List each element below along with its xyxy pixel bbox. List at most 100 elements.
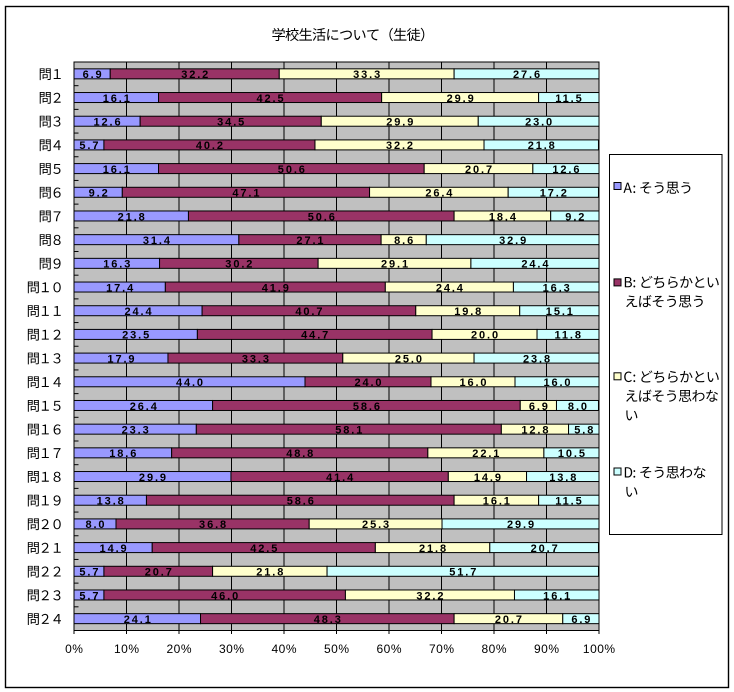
- svg-text:5.7: 5.7: [79, 590, 100, 602]
- svg-text:27.6: 27.6: [513, 69, 542, 81]
- svg-text:24.4: 24.4: [521, 259, 550, 271]
- svg-text:17.2: 17.2: [540, 188, 569, 200]
- svg-text:50.6: 50.6: [308, 211, 337, 223]
- svg-text:20.0: 20.0: [471, 330, 500, 342]
- svg-text:29.9: 29.9: [139, 472, 168, 484]
- svg-text:40.2: 40.2: [196, 140, 225, 152]
- svg-text:14.9: 14.9: [100, 543, 129, 555]
- svg-text:16.3: 16.3: [103, 259, 132, 271]
- svg-text:8.6: 8.6: [394, 235, 415, 247]
- svg-text:16.0: 16.0: [459, 377, 488, 389]
- svg-text:8.0: 8.0: [85, 519, 106, 531]
- svg-text:44.0: 44.0: [176, 377, 205, 389]
- svg-text:24.4: 24.4: [436, 282, 465, 294]
- svg-text:58.6: 58.6: [287, 496, 316, 508]
- svg-text:24.0: 24.0: [354, 377, 383, 389]
- svg-text:58.1: 58.1: [335, 424, 364, 436]
- svg-text:21.8: 21.8: [528, 140, 557, 152]
- svg-text:21.8: 21.8: [419, 543, 448, 555]
- svg-text:8.0: 8.0: [568, 401, 589, 413]
- svg-text:48.3: 48.3: [314, 614, 343, 626]
- svg-text:15.1: 15.1: [546, 306, 575, 318]
- svg-text:44.7: 44.7: [301, 330, 330, 342]
- svg-text:16.1: 16.1: [483, 496, 512, 508]
- svg-text:23.8: 23.8: [523, 353, 552, 365]
- svg-text:10.5: 10.5: [558, 448, 587, 460]
- svg-text:17.9: 17.9: [107, 353, 136, 365]
- svg-text:5.7: 5.7: [79, 140, 100, 152]
- svg-text:17.4: 17.4: [106, 282, 135, 294]
- svg-text:33.3: 33.3: [353, 69, 382, 81]
- svg-text:47.1: 47.1: [232, 188, 261, 200]
- svg-text:18.4: 18.4: [489, 211, 518, 223]
- svg-text:29.1: 29.1: [381, 259, 410, 271]
- svg-text:10%: 10%: [114, 642, 140, 656]
- svg-text:50.6: 50.6: [278, 164, 307, 176]
- svg-text:41.9: 41.9: [262, 282, 291, 294]
- svg-text:26.4: 26.4: [425, 188, 454, 200]
- svg-text:42.5: 42.5: [257, 93, 286, 105]
- svg-text:20.7: 20.7: [495, 614, 524, 626]
- svg-text:24.1: 24.1: [124, 614, 153, 626]
- svg-text:32.2: 32.2: [181, 69, 210, 81]
- svg-text:19.8: 19.8: [454, 306, 483, 318]
- svg-text:29.9: 29.9: [507, 519, 536, 531]
- svg-text:20.7: 20.7: [145, 567, 174, 579]
- svg-text:40.7: 40.7: [295, 306, 324, 318]
- svg-text:21.8: 21.8: [256, 567, 285, 579]
- svg-text:31.4: 31.4: [143, 235, 172, 247]
- svg-text:18.6: 18.6: [109, 448, 138, 460]
- svg-text:9.2: 9.2: [565, 211, 586, 223]
- svg-text:21.8: 21.8: [118, 211, 147, 223]
- svg-text:26.4: 26.4: [130, 401, 159, 413]
- svg-text:30%: 30%: [219, 642, 245, 656]
- svg-text:5.8: 5.8: [574, 424, 595, 436]
- svg-text:20.7: 20.7: [465, 164, 494, 176]
- svg-text:9.2: 9.2: [89, 188, 110, 200]
- svg-text:12.6: 12.6: [552, 164, 581, 176]
- svg-text:16.1: 16.1: [543, 590, 572, 602]
- svg-text:16.1: 16.1: [103, 93, 132, 105]
- svg-text:34.5: 34.5: [217, 117, 246, 129]
- svg-text:60%: 60%: [376, 642, 402, 656]
- svg-text:16.0: 16.0: [543, 377, 572, 389]
- svg-text:42.5: 42.5: [250, 543, 279, 555]
- svg-text:13.8: 13.8: [549, 472, 578, 484]
- svg-text:80%: 80%: [481, 642, 507, 656]
- svg-text:13.8: 13.8: [97, 496, 126, 508]
- svg-text:6.9: 6.9: [571, 614, 592, 626]
- svg-text:20%: 20%: [166, 642, 192, 656]
- svg-text:32.2: 32.2: [386, 140, 415, 152]
- svg-text:33.3: 33.3: [242, 353, 271, 365]
- svg-text:40%: 40%: [271, 642, 297, 656]
- svg-text:46.0: 46.0: [211, 590, 240, 602]
- svg-text:32.9: 32.9: [499, 235, 528, 247]
- svg-text:70%: 70%: [429, 642, 455, 656]
- svg-text:29.9: 29.9: [386, 117, 415, 129]
- svg-text:6.9: 6.9: [83, 69, 104, 81]
- svg-text:32.2: 32.2: [416, 590, 445, 602]
- svg-text:50%: 50%: [324, 642, 350, 656]
- svg-text:23.3: 23.3: [122, 424, 151, 436]
- svg-text:11.5: 11.5: [555, 93, 583, 105]
- svg-text:23.0: 23.0: [525, 117, 554, 129]
- svg-text:16.1: 16.1: [103, 164, 132, 176]
- svg-text:100%: 100%: [583, 642, 616, 656]
- svg-text:5.7: 5.7: [79, 567, 100, 579]
- svg-text:6.9: 6.9: [529, 401, 550, 413]
- svg-text:25.0: 25.0: [395, 353, 424, 365]
- svg-text:20.7: 20.7: [531, 543, 560, 555]
- svg-text:22.1: 22.1: [472, 448, 501, 460]
- svg-text:14.9: 14.9: [474, 472, 503, 484]
- svg-text:11.8: 11.8: [554, 330, 582, 342]
- svg-text:25.3: 25.3: [362, 519, 391, 531]
- svg-text:16.3: 16.3: [543, 282, 572, 294]
- svg-text:27.1: 27.1: [296, 235, 325, 247]
- svg-text:24.4: 24.4: [125, 306, 154, 318]
- svg-text:0%: 0%: [65, 642, 83, 656]
- svg-text:12.8: 12.8: [521, 424, 550, 436]
- svg-text:58.6: 58.6: [353, 401, 382, 413]
- svg-text:12.6: 12.6: [94, 117, 123, 129]
- svg-text:41.4: 41.4: [326, 472, 355, 484]
- svg-text:29.9: 29.9: [447, 93, 476, 105]
